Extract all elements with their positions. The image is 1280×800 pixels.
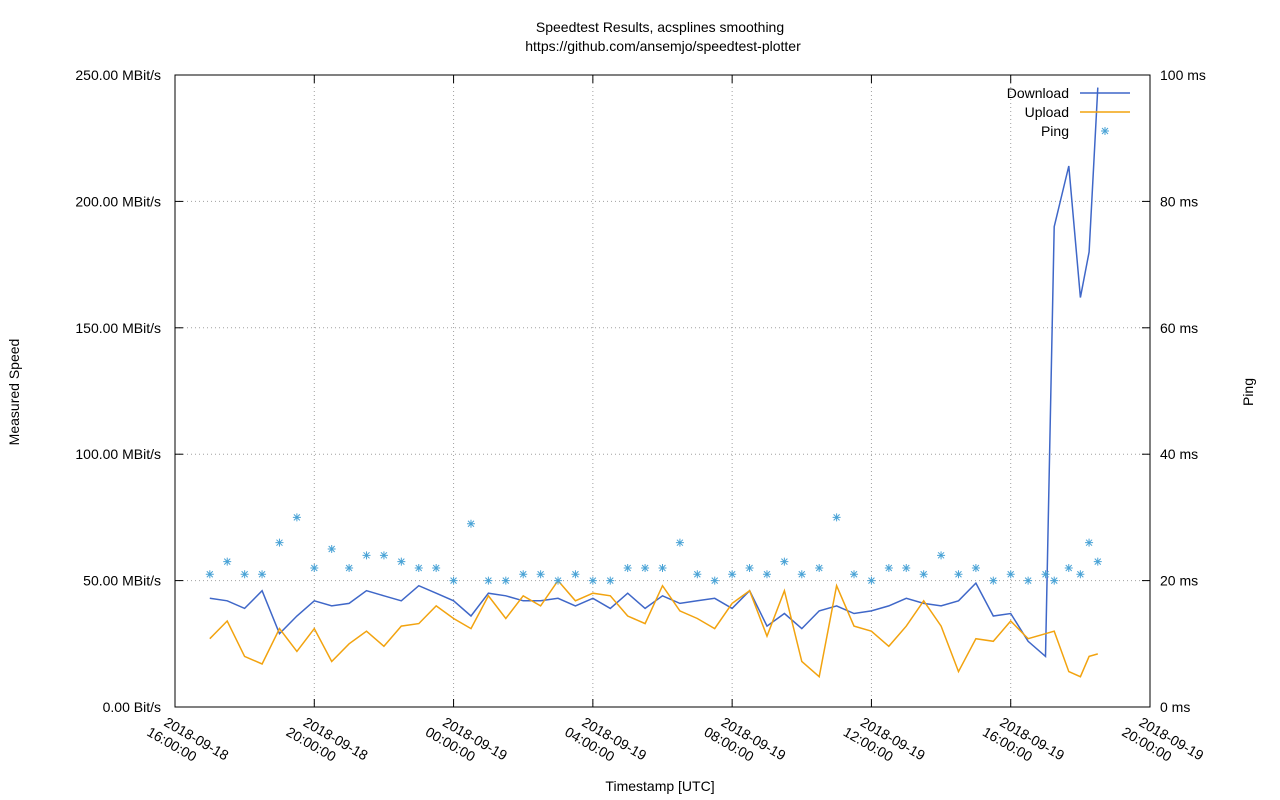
- legend-label: Download: [1007, 85, 1069, 101]
- ping-point: [292, 513, 301, 522]
- ping-point: [762, 570, 771, 579]
- y2-tick-label: 60 ms: [1160, 320, 1198, 336]
- ping-point: [449, 576, 458, 585]
- y2-axis-title: Ping: [1240, 378, 1256, 406]
- y-tick-label: 250.00 MBit/s: [75, 67, 161, 83]
- y-tick-label: 150.00 MBit/s: [75, 320, 161, 336]
- ping-point: [623, 563, 632, 572]
- ping-point: [571, 570, 580, 579]
- ping-point: [258, 570, 267, 579]
- ping-point: [466, 519, 475, 528]
- ping-point: [1024, 576, 1033, 585]
- ping-point: [919, 570, 928, 579]
- ping-point: [345, 563, 354, 572]
- ping-point: [815, 563, 824, 572]
- ping-point: [536, 570, 545, 579]
- ping-point: [501, 576, 510, 585]
- ping-point: [1006, 570, 1015, 579]
- y-tick-label: 100.00 MBit/s: [75, 446, 161, 462]
- ping-point: [832, 513, 841, 522]
- ping-point: [554, 576, 563, 585]
- ping-point: [971, 563, 980, 572]
- ping-point: [954, 570, 963, 579]
- ping-point: [484, 576, 493, 585]
- ping-point: [275, 538, 284, 547]
- legend-swatch: [1101, 127, 1109, 135]
- y2-tick-label: 80 ms: [1160, 193, 1198, 209]
- plot-border: [174, 74, 1151, 708]
- ping-point: [327, 545, 336, 553]
- ping-point: [1085, 538, 1094, 547]
- ping-point: [989, 576, 998, 585]
- legend-label: Ping: [1041, 123, 1069, 139]
- ping-point: [414, 563, 423, 572]
- y2-tick-label: 0 ms: [1160, 699, 1190, 715]
- ping-point: [310, 563, 319, 572]
- ping-point: [240, 570, 249, 579]
- y-axis-title: Measured Speed: [6, 339, 22, 446]
- ping-point: [519, 570, 528, 579]
- y-tick-label: 50.00 MBit/s: [83, 573, 161, 589]
- chart-title: Speedtest Results, acsplines smoothing: [536, 19, 784, 35]
- legend-label: Upload: [1025, 104, 1069, 120]
- ping-point: [205, 570, 214, 579]
- ping-point: [797, 570, 806, 579]
- ping-point: [937, 551, 946, 560]
- ping-point: [362, 551, 371, 560]
- ping-point: [432, 563, 441, 572]
- ping-point: [1041, 570, 1050, 579]
- ping-point: [588, 576, 597, 585]
- ping-point: [379, 551, 388, 560]
- ping-point: [658, 563, 667, 572]
- ping-point: [850, 570, 859, 579]
- y-tick-label: 200.00 MBit/s: [75, 193, 161, 209]
- ping-point: [641, 563, 650, 572]
- chart-subtitle: https://github.com/ansemjo/speedtest-plo…: [525, 38, 801, 54]
- ping-point: [675, 538, 684, 547]
- y2-tick-label: 100 ms: [1160, 67, 1206, 83]
- ping-point: [1064, 563, 1073, 572]
- y2-tick-label: 20 ms: [1160, 573, 1198, 589]
- y2-tick-label: 40 ms: [1160, 446, 1198, 462]
- ping-point: [728, 570, 737, 579]
- ping-point: [780, 557, 789, 566]
- ping-point: [223, 557, 232, 566]
- ping-point: [710, 576, 719, 585]
- ping-point: [1050, 576, 1059, 585]
- ping-point: [397, 557, 406, 566]
- ping-point: [606, 576, 615, 585]
- ping-point: [884, 563, 893, 572]
- ping-point: [745, 563, 754, 572]
- ping-point: [902, 563, 911, 572]
- ping-point: [1093, 557, 1102, 566]
- series-line: [209, 579, 1099, 679]
- x-axis-title: Timestamp [UTC]: [605, 778, 714, 794]
- ping-point: [867, 576, 876, 585]
- ping-point: [693, 570, 702, 579]
- ping-point: [1076, 570, 1085, 579]
- y-tick-label: 0.00 Bit/s: [103, 699, 161, 715]
